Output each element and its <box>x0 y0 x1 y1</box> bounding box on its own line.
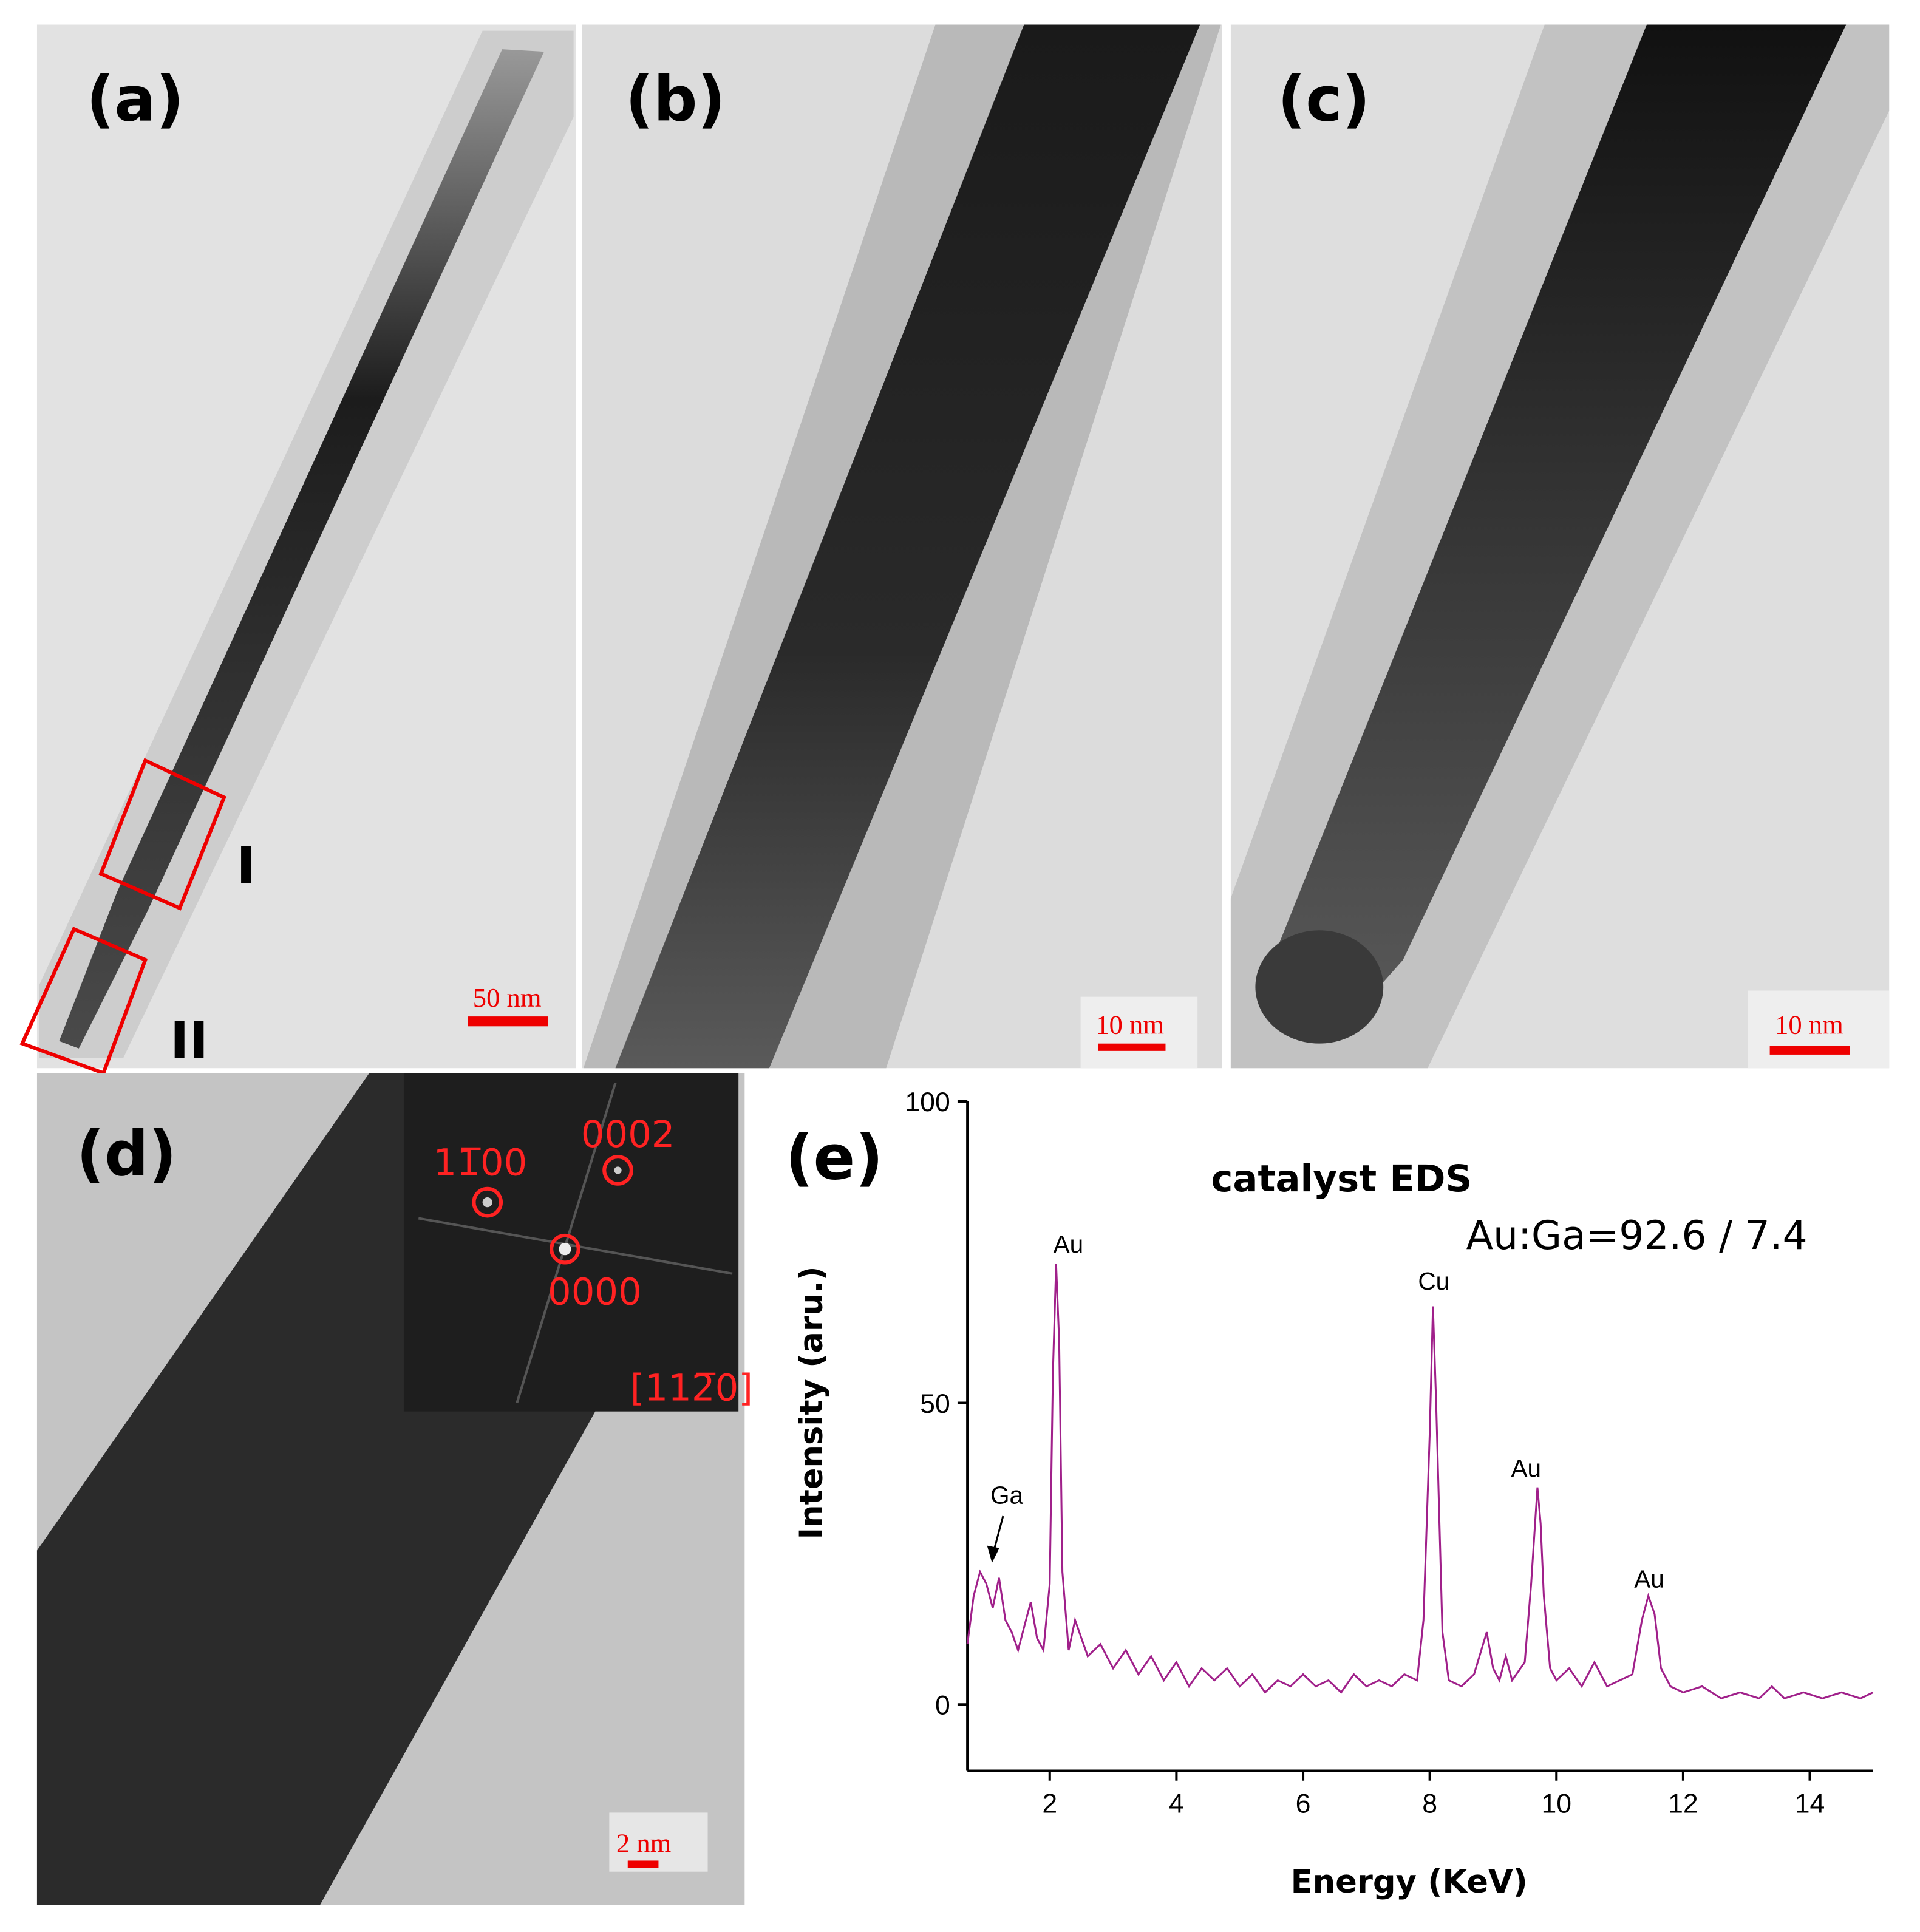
peak-label: Ga <box>990 1481 1024 1509</box>
x-tick-label: 4 <box>1169 1789 1184 1818</box>
annotation-arrowhead <box>987 1545 999 1563</box>
region-label: II <box>170 1011 208 1071</box>
chart-subtitle: Au:Ga=92.6 / 7.4 <box>1466 1213 1808 1259</box>
panel-label: (e) <box>785 1122 883 1194</box>
zone-axis-label: [112̅0] <box>630 1367 753 1409</box>
peak-label: Au <box>1054 1230 1084 1258</box>
chart-title: catalyst EDS <box>1211 1158 1472 1200</box>
panel-label: (c) <box>1278 64 1370 135</box>
scale-bar-label: 2 nm <box>616 1828 671 1858</box>
x-tick-label: 6 <box>1296 1789 1311 1818</box>
fft-spot-label: 11̅00 <box>434 1142 528 1185</box>
region-label: I <box>236 836 256 896</box>
x-tick-label: 14 <box>1795 1789 1825 1818</box>
fft-spot-label: 0000 <box>548 1271 642 1313</box>
scale-bar-label: 50 nm <box>473 982 542 1013</box>
panel-e: (e) catalyst EDS Au:Ga=92.6 / 7.4 Energy… <box>785 1087 1874 1900</box>
panel-d: 11̅00 0002 0000 [112̅0] 2 nm (d) <box>36 1073 753 1905</box>
scale-bar-label: 10 nm <box>1775 1009 1843 1039</box>
x-tick-label: 2 <box>1042 1789 1057 1818</box>
y-tick-label: 0 <box>935 1690 950 1720</box>
panel-b: 10 nm (b) <box>582 24 1222 1069</box>
panel-a: (a) I II 50 nm <box>19 24 576 1076</box>
x-tick-label: 8 <box>1422 1789 1437 1818</box>
scale-bar-label: 10 nm <box>1095 1009 1164 1039</box>
panel-label: (a) <box>86 64 184 135</box>
y-tick-label: 100 <box>905 1087 950 1117</box>
panel-label: (b) <box>625 64 726 135</box>
annotation-arrow <box>992 1515 1004 1554</box>
x-tick-label: 10 <box>1541 1789 1571 1818</box>
peak-label: Au <box>1634 1565 1664 1593</box>
x-axis-title: Energy (KeV) <box>1291 1863 1528 1900</box>
spectrum-line <box>966 1264 1874 1700</box>
fft-spot-label: 0002 <box>581 1114 675 1156</box>
y-tick-label: 50 <box>920 1389 950 1419</box>
peak-label: Au <box>1511 1454 1542 1482</box>
panel-label: (d) <box>77 1118 177 1190</box>
panel-c: 10 nm (c) <box>1230 24 1890 1069</box>
y-axis-title: Intensity (aru.) <box>793 1266 830 1539</box>
peak-label: Cu <box>1418 1267 1449 1295</box>
x-tick-label: 12 <box>1668 1789 1698 1818</box>
